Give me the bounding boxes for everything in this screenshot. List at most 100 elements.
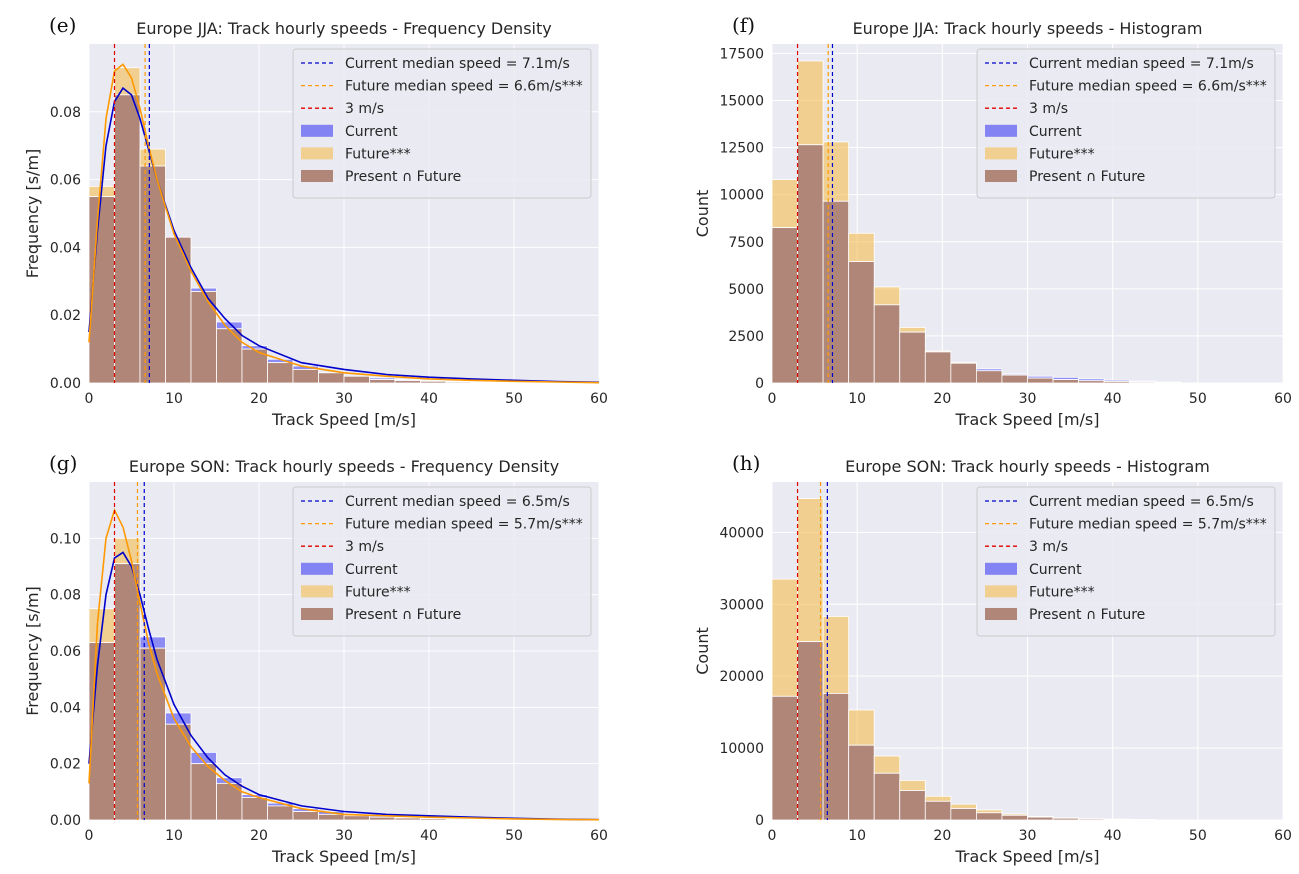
- overlap-bar: [88, 642, 115, 821]
- x-tick-label: 10: [165, 828, 183, 844]
- y-tick-label: 2500: [728, 329, 764, 345]
- future-bar: [976, 809, 1003, 814]
- y-tick-label: 0: [755, 376, 764, 392]
- chart-title: Europe JJA: Track hourly speeds - Freque…: [136, 19, 551, 38]
- x-tick-label: 0: [85, 828, 94, 844]
- legend-patch-swatch: [985, 562, 1017, 575]
- future-bar: [822, 141, 850, 202]
- overlap-bar: [771, 227, 798, 384]
- overlap-bar: [420, 380, 447, 384]
- overlap-bar: [420, 818, 447, 821]
- x-tick-label: 40: [1104, 391, 1122, 407]
- overlap-bar: [1001, 374, 1028, 384]
- legend-patch-swatch: [985, 124, 1017, 137]
- overlap-bar: [1052, 817, 1080, 821]
- y-tick-label: 0.08: [50, 105, 81, 121]
- legend: Current median speed = 7.1m/s Future medi…: [292, 48, 592, 199]
- x-tick-label: 50: [1189, 828, 1207, 844]
- overlap-bar: [950, 362, 977, 384]
- legend-patch-swatch: [985, 147, 1017, 160]
- y-tick-label: 0.00: [50, 813, 81, 829]
- overlap-bar: [471, 819, 498, 821]
- legend-entry: 3 m/s: [1029, 539, 1068, 555]
- legend-patch-swatch: [985, 585, 1017, 598]
- chart-panel-e: 0 10 20 30 40 50 60 0.00 0.02 0.04 0.06 0.08 Track S…: [23, 13, 608, 429]
- y-axis-title: Count: [693, 190, 712, 238]
- overlap-bar: [343, 815, 370, 821]
- chart-panel-f: 0 10 20 30 40 50 60 0 2500 5000 7500 10000 12500 1500…: [693, 13, 1292, 429]
- overlap-bar: [190, 763, 217, 821]
- overlap-bar: [318, 372, 345, 384]
- future-bar: [797, 60, 824, 146]
- overlap-bar: [369, 816, 396, 821]
- x-tick-label: 30: [1019, 828, 1037, 844]
- chart-title: Europe SON: Track hourly speeds - Freque…: [129, 457, 559, 476]
- legend: Current median speed = 6.5m/s Future medi…: [976, 486, 1276, 637]
- x-tick-label: 20: [250, 828, 268, 844]
- y-tick-label: 0.06: [50, 173, 81, 189]
- overlap-bar: [1154, 382, 1182, 384]
- x-tick-label: 0: [768, 828, 777, 844]
- future-kde-curve: [88, 63, 600, 384]
- y-tick-label: 5000: [728, 282, 764, 298]
- overlap-bar: [873, 772, 901, 821]
- legend-entry: Current: [1029, 124, 1082, 140]
- overlap-bar: [1078, 818, 1105, 821]
- panel-letter: (h): [732, 451, 761, 475]
- overlap-bar: [822, 200, 850, 384]
- x-axis-title: Track Speed [m/s]: [271, 410, 416, 429]
- overlap-bar: [190, 291, 217, 384]
- legend-entry: Current median speed = 7.1m/s: [1029, 56, 1254, 72]
- x-tick-label: 20: [250, 391, 268, 407]
- y-tick-label: 17500: [719, 46, 764, 62]
- x-tick-label: 30: [335, 391, 353, 407]
- overlap-bar: [394, 380, 421, 384]
- panel-letter: (g): [49, 451, 77, 475]
- overlap-bar: [369, 379, 396, 384]
- future-bar: [771, 578, 798, 697]
- current-kde-curve: [88, 551, 600, 821]
- y-axis-title: Count: [693, 627, 712, 675]
- legend-patch-swatch: [985, 170, 1017, 182]
- x-tick-label: 0: [85, 391, 94, 407]
- legend-entry: Future median speed = 6.6m/s***: [345, 79, 583, 95]
- overlap-bar: [848, 261, 875, 384]
- chart-title: Europe SON: Track hourly speeds - Histog…: [845, 457, 1210, 476]
- future-bar: [899, 327, 926, 333]
- legend-entry: 3 m/s: [345, 539, 384, 555]
- x-tick-label: 10: [848, 828, 866, 844]
- y-tick-label: 0.04: [50, 700, 81, 716]
- legend-entry: Present ∩ Future: [1029, 607, 1145, 623]
- overlap-bar: [797, 641, 824, 821]
- legend-patch-swatch: [301, 608, 333, 620]
- x-tick-label: 60: [590, 828, 608, 844]
- legend-entry: Future median speed = 5.7m/s***: [345, 517, 583, 533]
- future-bar: [848, 232, 875, 262]
- overlap-bar: [1129, 381, 1156, 384]
- y-tick-label: 0.06: [50, 644, 81, 660]
- legend-entry: Future***: [1029, 584, 1095, 600]
- y-tick-label: 0.04: [50, 240, 81, 256]
- x-tick-label: 60: [1274, 391, 1292, 407]
- overlap-bar: [241, 348, 268, 384]
- overlap-bar: [873, 304, 901, 384]
- x-tick-label: 0: [768, 391, 777, 407]
- x-tick-label: 50: [505, 828, 523, 844]
- chart-title: Europe JJA: Track hourly speeds - Histog…: [853, 19, 1203, 38]
- legend: Current median speed = 6.5m/s Future medi…: [292, 486, 592, 637]
- future-bar: [924, 795, 952, 802]
- overlap-bar: [114, 563, 141, 821]
- legend-patch-swatch: [985, 608, 1017, 620]
- x-tick-label: 20: [933, 391, 951, 407]
- overlap-bar: [924, 351, 952, 384]
- legend: Current median speed = 7.1m/s Future medi…: [976, 48, 1276, 199]
- y-tick-label: 0: [755, 813, 764, 829]
- x-tick-label: 10: [165, 391, 183, 407]
- panel-letter: (f): [732, 13, 755, 37]
- future-bar: [848, 709, 875, 746]
- x-tick-label: 60: [590, 391, 608, 407]
- legend-entry: Current: [1029, 562, 1082, 578]
- legend-entry: Future***: [345, 146, 411, 162]
- chart-panel-g: 0 10 20 30 40 50 60 0.00 0.02 0.04 0.06 0.08 0.10 Tra…: [23, 451, 608, 866]
- chart-panel-h: 0 10 20 30 40 50 60 0 10000 20000 30000 40000 Track …: [693, 451, 1292, 866]
